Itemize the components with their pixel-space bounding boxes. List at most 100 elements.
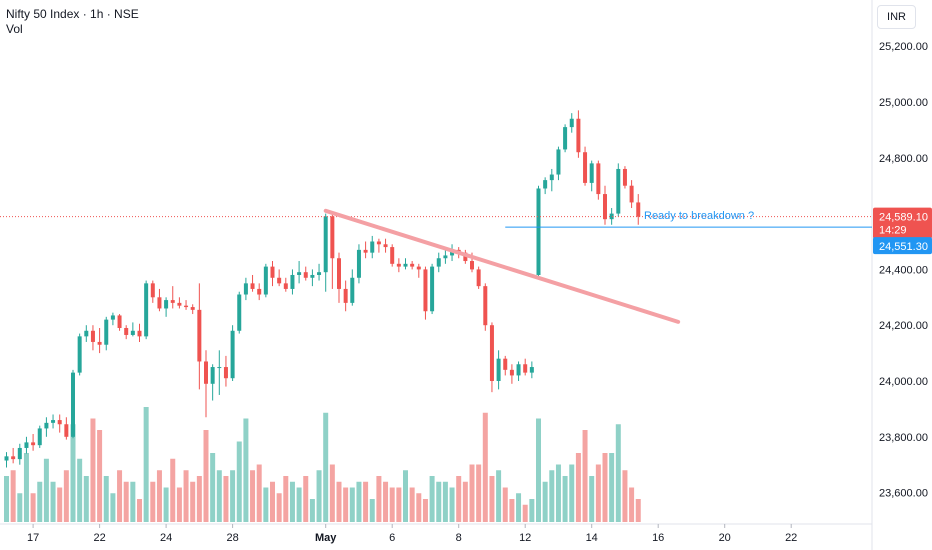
volume-bar — [542, 481, 548, 522]
candle — [11, 456, 16, 460]
currency-button[interactable]: INR — [877, 5, 916, 29]
candle — [44, 422, 49, 429]
volume-bar — [589, 476, 595, 522]
candle — [130, 330, 135, 335]
candle — [243, 283, 248, 295]
last-price-value: 24,589.10 — [879, 212, 928, 224]
candle — [150, 283, 155, 298]
volume-bar — [210, 453, 216, 522]
candle — [323, 216, 328, 273]
volume-bar — [376, 476, 382, 522]
candle — [283, 283, 288, 289]
candle — [24, 442, 29, 448]
candle — [516, 364, 521, 376]
volume-bar — [449, 487, 455, 522]
candle — [356, 249, 361, 278]
volume-bar — [529, 499, 535, 522]
last-price-tag — [873, 207, 932, 239]
date-tick-label: 12 — [519, 532, 531, 544]
volume-bar — [635, 499, 641, 522]
volume-bar — [236, 441, 242, 522]
volume-bar — [156, 470, 162, 522]
volume-bar — [90, 418, 96, 522]
candle — [430, 266, 435, 312]
candle — [217, 367, 222, 369]
volume-bar — [309, 499, 315, 522]
volume-bar — [343, 487, 349, 522]
candle — [90, 330, 95, 342]
candle — [317, 272, 322, 275]
annotation-label[interactable]: Ready to breakdown ? — [644, 210, 754, 222]
candle — [383, 244, 388, 248]
date-tick-label: 22 — [93, 532, 105, 544]
candle — [423, 269, 428, 312]
volume-bar — [482, 412, 488, 522]
candle — [629, 185, 634, 203]
volume-bar — [276, 493, 282, 522]
candle — [596, 163, 601, 195]
candle — [137, 330, 142, 337]
symbol-title[interactable]: Nifty 50 Index · 1h · NSE — [6, 7, 139, 21]
volume-bar — [389, 487, 395, 522]
volume-bar — [336, 481, 342, 522]
candle — [71, 372, 75, 437]
volume-bar — [356, 481, 362, 522]
candle — [370, 241, 375, 253]
volume-bar — [602, 453, 608, 522]
candle — [124, 327, 129, 335]
candle — [543, 180, 548, 189]
candle — [549, 174, 554, 181]
volume-bar — [562, 476, 568, 522]
candle — [416, 266, 421, 270]
volume-bar — [123, 481, 129, 522]
volume-bar — [622, 470, 628, 522]
candle — [297, 272, 302, 275]
candle — [403, 263, 408, 267]
price-tick-label: 24,200.00 — [879, 320, 928, 332]
volume-bar — [17, 493, 23, 522]
candle — [609, 213, 614, 220]
volume-bar — [30, 493, 36, 522]
volume-bar — [456, 476, 462, 522]
candle — [509, 369, 514, 376]
candle — [184, 305, 189, 308]
candle — [622, 168, 627, 186]
volume-bar — [203, 430, 209, 522]
volume-bar — [263, 487, 269, 522]
date-tick-label: 14 — [586, 532, 598, 544]
candle — [117, 315, 122, 328]
trendline-drawing[interactable] — [323, 208, 681, 324]
volume-bar — [489, 476, 495, 522]
volume-bar — [4, 476, 9, 522]
candle — [237, 294, 242, 331]
volume-bar — [462, 481, 468, 522]
volume-bar — [270, 481, 275, 522]
candle — [4, 456, 9, 461]
volume-bar — [170, 458, 176, 522]
volume-bar — [250, 470, 256, 522]
candle — [576, 118, 581, 153]
volume-bar — [555, 464, 561, 522]
candle — [177, 302, 182, 306]
date-tick-label: 20 — [719, 532, 731, 544]
candle — [410, 263, 415, 267]
volume-bar — [110, 493, 116, 522]
candle — [170, 300, 175, 303]
volume-bar — [582, 430, 588, 522]
volume-bar — [416, 493, 422, 522]
candle — [636, 202, 641, 217]
candle — [51, 420, 56, 423]
candle — [223, 367, 228, 379]
volume-bar — [10, 470, 16, 522]
candle — [57, 420, 62, 425]
candle — [190, 307, 195, 310]
candle — [536, 188, 541, 275]
volume-bar — [23, 453, 29, 522]
volume-bar — [130, 481, 136, 522]
volume-bar — [469, 464, 475, 522]
volume-label[interactable]: Vol — [6, 22, 23, 36]
volume-bar — [77, 458, 83, 522]
candle — [144, 283, 149, 337]
